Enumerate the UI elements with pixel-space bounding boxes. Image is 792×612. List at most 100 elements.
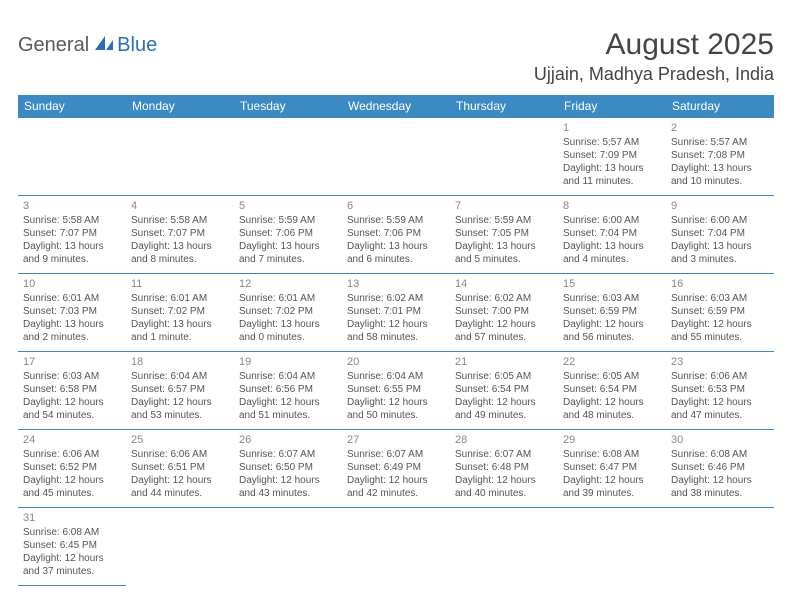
sunset-text: Sunset: 6:58 PM [23,383,121,396]
day-number: 21 [455,355,553,369]
day-number: 18 [131,355,229,369]
daylight-text: Daylight: 12 hours and 55 minutes. [671,318,769,344]
calendar-cell: 26Sunrise: 6:07 AMSunset: 6:50 PMDayligh… [234,430,342,508]
day-number: 23 [671,355,769,369]
daylight-text: Daylight: 12 hours and 53 minutes. [131,396,229,422]
calendar-row: 31Sunrise: 6:08 AMSunset: 6:45 PMDayligh… [18,508,774,586]
weekday-header: Saturday [666,95,774,118]
calendar-cell: 9Sunrise: 6:00 AMSunset: 7:04 PMDaylight… [666,196,774,274]
sunset-text: Sunset: 6:51 PM [131,461,229,474]
day-number: 4 [131,199,229,213]
sunset-text: Sunset: 6:52 PM [23,461,121,474]
weekday-header: Thursday [450,95,558,118]
sunrise-text: Sunrise: 6:06 AM [671,370,769,383]
calendar-cell: 24Sunrise: 6:06 AMSunset: 6:52 PMDayligh… [18,430,126,508]
sunset-text: Sunset: 6:59 PM [671,305,769,318]
sunset-text: Sunset: 7:01 PM [347,305,445,318]
sunrise-text: Sunrise: 6:02 AM [455,292,553,305]
sunrise-text: Sunrise: 6:07 AM [455,448,553,461]
daylight-text: Daylight: 12 hours and 45 minutes. [23,474,121,500]
calendar-cell: 19Sunrise: 6:04 AMSunset: 6:56 PMDayligh… [234,352,342,430]
calendar-cell [666,508,774,586]
calendar-cell: 14Sunrise: 6:02 AMSunset: 7:00 PMDayligh… [450,274,558,352]
sunrise-text: Sunrise: 5:57 AM [671,136,769,149]
sunrise-text: Sunrise: 6:08 AM [23,526,121,539]
calendar-cell: 8Sunrise: 6:00 AMSunset: 7:04 PMDaylight… [558,196,666,274]
day-number: 26 [239,433,337,447]
calendar-cell: 31Sunrise: 6:08 AMSunset: 6:45 PMDayligh… [18,508,126,586]
sunset-text: Sunset: 6:45 PM [23,539,121,552]
sunrise-text: Sunrise: 6:04 AM [239,370,337,383]
daylight-text: Daylight: 13 hours and 9 minutes. [23,240,121,266]
calendar-cell [234,118,342,196]
sunset-text: Sunset: 6:57 PM [131,383,229,396]
day-number: 8 [563,199,661,213]
daylight-text: Daylight: 12 hours and 57 minutes. [455,318,553,344]
sunrise-text: Sunrise: 5:59 AM [455,214,553,227]
sunrise-text: Sunrise: 6:00 AM [671,214,769,227]
daylight-text: Daylight: 12 hours and 47 minutes. [671,396,769,422]
sunrise-text: Sunrise: 5:58 AM [23,214,121,227]
sunrise-text: Sunrise: 6:02 AM [347,292,445,305]
day-number: 14 [455,277,553,291]
calendar-row: 10Sunrise: 6:01 AMSunset: 7:03 PMDayligh… [18,274,774,352]
calendar-row: 1Sunrise: 5:57 AMSunset: 7:09 PMDaylight… [18,118,774,196]
sunset-text: Sunset: 7:08 PM [671,149,769,162]
calendar-cell: 7Sunrise: 5:59 AMSunset: 7:05 PMDaylight… [450,196,558,274]
sunrise-text: Sunrise: 6:01 AM [23,292,121,305]
brand-logo: General Blue [18,28,157,57]
day-number: 30 [671,433,769,447]
sunset-text: Sunset: 6:54 PM [455,383,553,396]
sunset-text: Sunset: 7:05 PM [455,227,553,240]
day-number: 1 [563,121,661,135]
calendar-cell: 2Sunrise: 5:57 AMSunset: 7:08 PMDaylight… [666,118,774,196]
day-number: 24 [23,433,121,447]
daylight-text: Daylight: 13 hours and 8 minutes. [131,240,229,266]
sunrise-text: Sunrise: 6:03 AM [23,370,121,383]
calendar-table: Sunday Monday Tuesday Wednesday Thursday… [18,95,774,586]
sunset-text: Sunset: 6:53 PM [671,383,769,396]
daylight-text: Daylight: 13 hours and 0 minutes. [239,318,337,344]
calendar-cell: 18Sunrise: 6:04 AMSunset: 6:57 PMDayligh… [126,352,234,430]
calendar-cell: 12Sunrise: 6:01 AMSunset: 7:02 PMDayligh… [234,274,342,352]
sunrise-text: Sunrise: 6:08 AM [671,448,769,461]
day-number: 17 [23,355,121,369]
brand-word2: Blue [117,34,157,57]
sunrise-text: Sunrise: 6:04 AM [347,370,445,383]
brand-word1: General [18,34,89,57]
calendar-cell [342,118,450,196]
day-number: 11 [131,277,229,291]
day-number: 10 [23,277,121,291]
sunset-text: Sunset: 7:07 PM [23,227,121,240]
day-number: 9 [671,199,769,213]
day-number: 3 [23,199,121,213]
sunrise-text: Sunrise: 5:59 AM [347,214,445,227]
title-block: August 2025 Ujjain, Madhya Pradesh, Indi… [534,28,774,85]
daylight-text: Daylight: 13 hours and 10 minutes. [671,162,769,188]
calendar-row: 17Sunrise: 6:03 AMSunset: 6:58 PM Dayligh… [18,352,774,430]
calendar-cell: 30Sunrise: 6:08 AMSunset: 6:46 PMDayligh… [666,430,774,508]
sunset-text: Sunset: 7:07 PM [131,227,229,240]
daylight-text: Daylight: 13 hours and 7 minutes. [239,240,337,266]
calendar-cell [126,508,234,586]
calendar-cell: 11Sunrise: 6:01 AMSunset: 7:02 PMDayligh… [126,274,234,352]
calendar-cell [126,118,234,196]
sunset-text: Sunset: 6:54 PM [563,383,661,396]
calendar-row: 3Sunrise: 5:58 AMSunset: 7:07 PMDaylight… [18,196,774,274]
sunrise-text: Sunrise: 6:05 AM [455,370,553,383]
weekday-header: Wednesday [342,95,450,118]
daylight-text: Daylight: 12 hours and 48 minutes. [563,396,661,422]
sunrise-text: Sunrise: 6:05 AM [563,370,661,383]
calendar-cell: 29Sunrise: 6:08 AMSunset: 6:47 PMDayligh… [558,430,666,508]
sunset-text: Sunset: 7:02 PM [131,305,229,318]
weekday-header: Tuesday [234,95,342,118]
daylight-text: Daylight: 12 hours and 39 minutes. [563,474,661,500]
day-number: 16 [671,277,769,291]
day-number: 22 [563,355,661,369]
daylight-text: Daylight: 12 hours and 42 minutes. [347,474,445,500]
sunset-text: Sunset: 7:06 PM [239,227,337,240]
sunset-text: Sunset: 7:04 PM [671,227,769,240]
daylight-text: Daylight: 13 hours and 11 minutes. [563,162,661,188]
sunset-text: Sunset: 7:00 PM [455,305,553,318]
sunrise-text: Sunrise: 6:00 AM [563,214,661,227]
